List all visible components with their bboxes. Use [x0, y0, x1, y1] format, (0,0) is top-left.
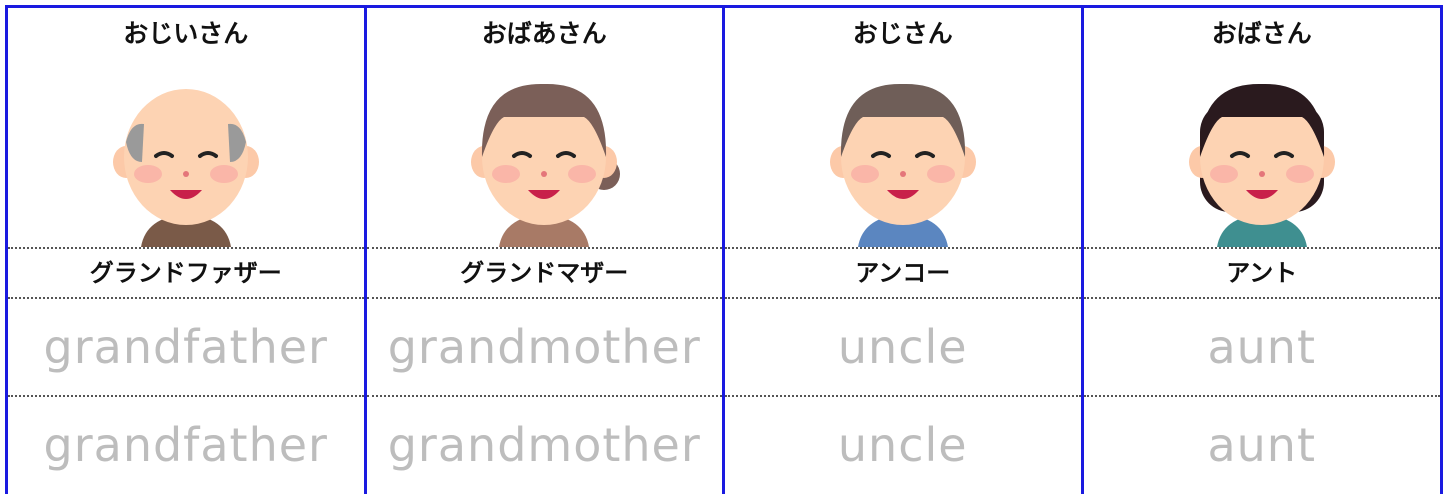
illustration-part	[133, 165, 162, 183]
family-label: おじいさん	[123, 19, 249, 48]
illustration-part	[1199, 89, 1324, 225]
illustration-part	[482, 89, 607, 225]
illustration-part	[140, 214, 231, 247]
katakana-label: アント	[1083, 247, 1440, 297]
picture	[725, 60, 1081, 247]
illustration-part	[850, 165, 879, 183]
illustration-part	[528, 190, 561, 199]
trace-word: grandmother	[366, 297, 722, 395]
illustration-part	[169, 190, 202, 199]
illustration-part	[926, 165, 955, 183]
face-illustration	[829, 83, 976, 247]
illustration-part	[1216, 214, 1307, 247]
illustration-part	[899, 171, 906, 177]
illustration-part	[227, 123, 246, 162]
trace-word: uncle	[725, 297, 1081, 395]
column: おばさん アント aunt aunt	[1083, 8, 1441, 494]
illustration-part	[568, 165, 597, 183]
illustration-part	[1258, 171, 1265, 177]
illustration-part	[499, 214, 590, 247]
picture	[8, 60, 364, 247]
illustration-part	[1199, 83, 1324, 157]
illustration-part	[482, 83, 607, 157]
trace-word: aunt	[1083, 297, 1440, 395]
trace-word: grandfather	[8, 297, 364, 395]
picture	[1084, 60, 1441, 247]
face-illustration	[471, 83, 621, 247]
illustration-part	[857, 214, 948, 247]
illustration-part	[182, 171, 189, 177]
katakana-label: グランドファザー	[8, 247, 364, 297]
worksheet: おじいさん グランドファザー grandfather grandfather おばあさん…	[5, 5, 1443, 494]
katakana-label: グランドマザー	[366, 247, 722, 297]
illustration-part	[1229, 151, 1294, 158]
family-label: おばさん	[1211, 19, 1312, 48]
illustration-part	[886, 190, 919, 199]
illustration-part	[870, 151, 935, 158]
picture	[367, 60, 723, 247]
face-illustration	[1188, 83, 1335, 247]
illustration-part	[492, 165, 521, 183]
trace-word: uncle	[725, 395, 1081, 493]
illustration-part	[125, 123, 144, 162]
column: おじいさん グランドファザー grandfather grandfather	[8, 8, 367, 494]
illustration-part	[840, 89, 965, 225]
illustration-part	[512, 151, 577, 158]
face-illustration	[112, 89, 259, 247]
trace-word: grandfather	[8, 395, 364, 493]
illustration-part	[209, 165, 238, 183]
trace-word: grandmother	[366, 395, 722, 493]
trace-word: aunt	[1083, 395, 1440, 493]
family-label: おじさん	[852, 19, 953, 48]
column: おばあさん グランドマザー grandmother grandmother	[366, 8, 725, 494]
illustration-part	[840, 83, 965, 157]
illustration-part	[1285, 165, 1314, 183]
family-label: おばあさん	[481, 19, 607, 48]
illustration-part	[153, 151, 218, 158]
illustration-part	[123, 89, 248, 225]
column: おじさん アンコー uncle uncle	[725, 8, 1084, 494]
katakana-label: アンコー	[725, 247, 1081, 297]
illustration-part	[541, 171, 548, 177]
illustration-part	[1209, 165, 1238, 183]
illustration-part	[1245, 190, 1278, 199]
